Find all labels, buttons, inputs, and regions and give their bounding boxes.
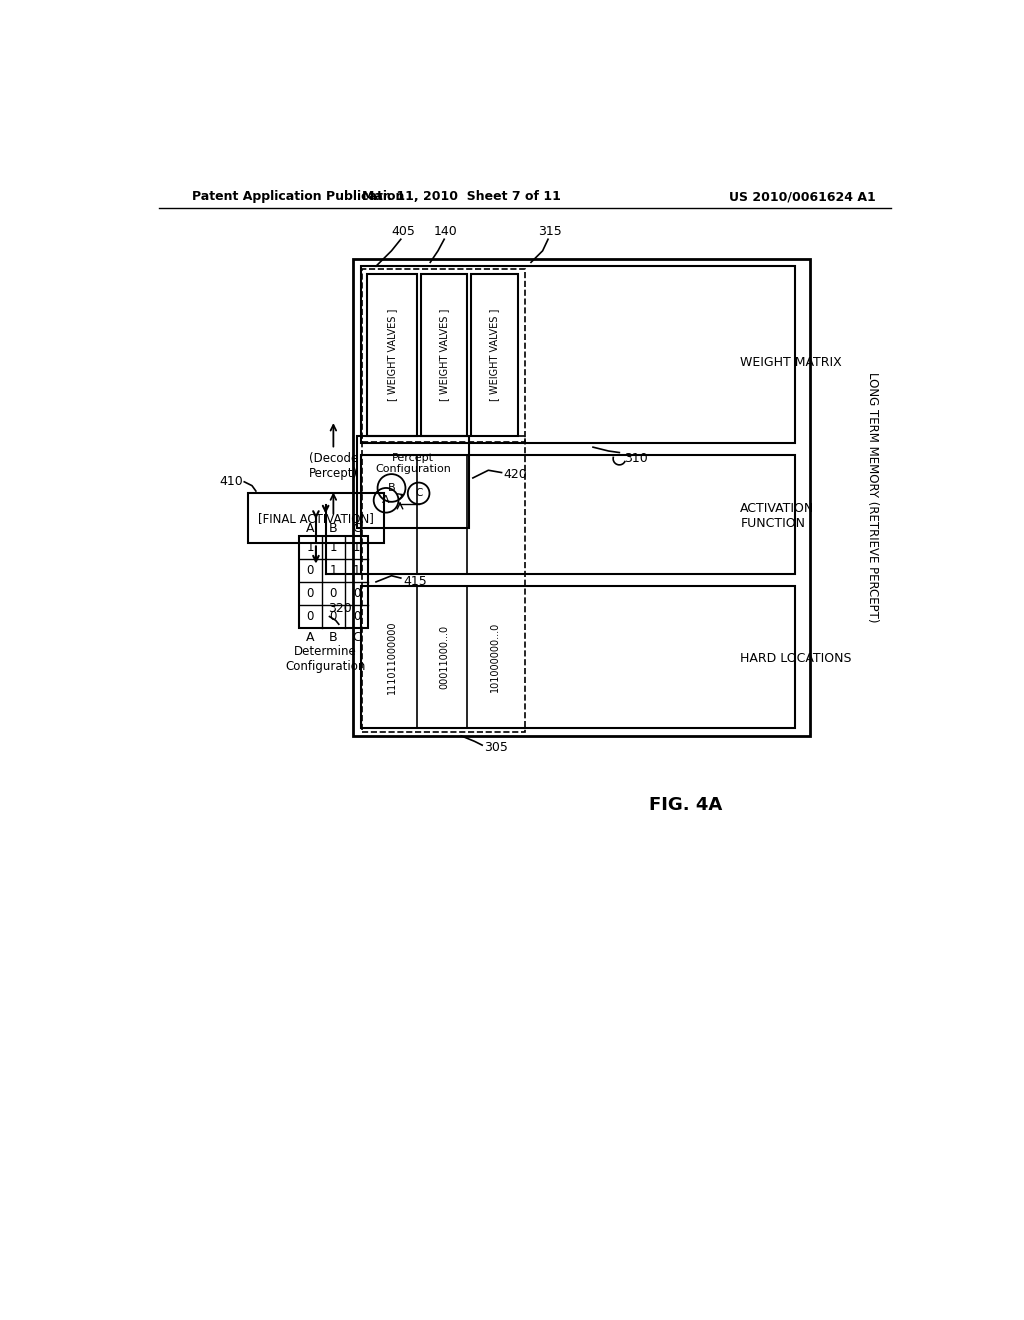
Bar [248, 494, 384, 544]
Text: 101000000...0: 101000000...0 [489, 622, 500, 692]
Text: B: B [388, 483, 395, 492]
Text: [ WEIGHT VALVES ]: [ WEIGHT VALVES ] [439, 309, 450, 401]
Bar [360, 586, 795, 729]
Text: A: A [306, 631, 314, 644]
Text: 415: 415 [403, 576, 427, 589]
Text: Mar. 11, 2010  Sheet 7 of 11: Mar. 11, 2010 Sheet 7 of 11 [361, 190, 561, 203]
Text: B: B [329, 631, 338, 644]
Text: 0: 0 [353, 610, 360, 623]
Text: WEIGHT MATRIX: WEIGHT MATRIX [740, 356, 842, 370]
Text: HARD LOCATIONS: HARD LOCATIONS [740, 652, 852, 665]
Bar [360, 267, 795, 444]
Text: 0: 0 [353, 587, 360, 601]
Text: A: A [382, 495, 390, 506]
Bar [299, 536, 369, 628]
Bar [471, 275, 518, 436]
Bar [352, 259, 810, 737]
Text: A: A [306, 521, 314, 535]
Text: [FINAL ACTIVATION]: [FINAL ACTIVATION] [258, 512, 374, 525]
Text: [ WEIGHT VALVES ]: [ WEIGHT VALVES ] [387, 309, 397, 401]
Text: Determine
Configuration: Determine Configuration [286, 645, 366, 673]
Text: 0: 0 [306, 610, 313, 623]
Text: 0: 0 [306, 564, 313, 577]
Text: ACTIVATION
FUNCTION: ACTIVATION FUNCTION [740, 503, 814, 531]
Text: 1: 1 [330, 541, 337, 554]
Text: 1: 1 [306, 541, 314, 554]
Text: 1: 1 [330, 564, 337, 577]
Text: (Decode
Percept): (Decode Percept) [309, 453, 358, 480]
Text: 1: 1 [353, 564, 360, 577]
Text: Patent Application Publication: Patent Application Publication [191, 190, 403, 203]
Text: [ WEIGHT VALVES ]: [ WEIGHT VALVES ] [489, 309, 500, 401]
Bar [360, 455, 795, 574]
Text: US 2010/0061624 A1: US 2010/0061624 A1 [729, 190, 876, 203]
Text: 315: 315 [539, 224, 562, 238]
Bar [367, 275, 417, 436]
Text: 0: 0 [306, 587, 313, 601]
Text: 310: 310 [624, 453, 648, 465]
Bar [362, 268, 524, 442]
Text: Percept
Configuration: Percept Configuration [375, 453, 451, 474]
Text: 0: 0 [330, 587, 337, 601]
Text: 00011000...0: 00011000...0 [439, 624, 450, 689]
Bar [362, 436, 524, 733]
Text: 420: 420 [504, 467, 527, 480]
Bar [421, 275, 467, 436]
Text: LONG TERM MEMORY (RETRIEVE PERCEPT): LONG TERM MEMORY (RETRIEVE PERCEPT) [865, 372, 879, 623]
Text: 0: 0 [330, 610, 337, 623]
Text: 111011000000: 111011000000 [387, 620, 397, 694]
Text: 405: 405 [391, 224, 415, 238]
Text: FIG. 4A: FIG. 4A [649, 796, 723, 814]
Text: B: B [329, 521, 338, 535]
Text: 410: 410 [219, 475, 243, 488]
Text: C: C [352, 631, 361, 644]
Text: C: C [352, 521, 361, 535]
Text: 320: 320 [328, 602, 351, 615]
Text: 140: 140 [434, 224, 458, 238]
Text: C: C [415, 488, 422, 499]
Text: 1: 1 [353, 541, 360, 554]
Bar [356, 436, 469, 528]
Text: 305: 305 [484, 741, 508, 754]
